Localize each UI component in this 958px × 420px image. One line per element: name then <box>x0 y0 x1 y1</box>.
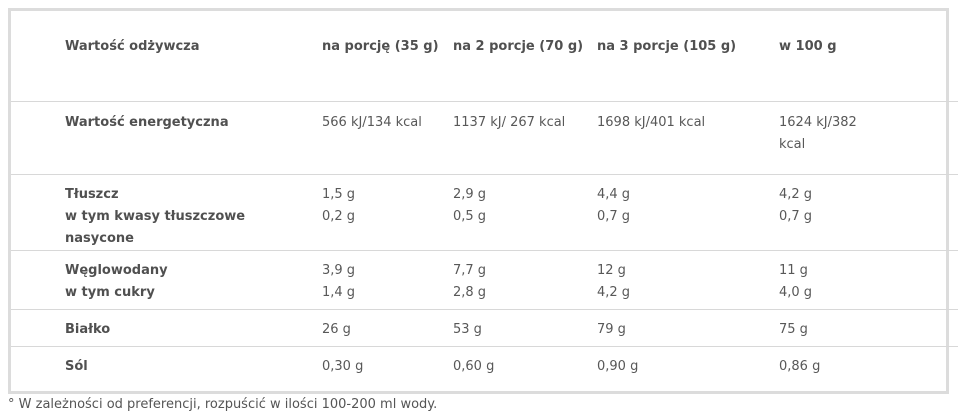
cell-value: 4,2 g <box>779 187 813 202</box>
cell-value: 4,4 g <box>597 187 631 202</box>
value-cell: 0,86 g <box>779 346 958 384</box>
nutrient-name: Sól <box>65 359 88 374</box>
value-cell: 4,4 g 0,7 g <box>597 174 779 251</box>
cell-value: 0,5 g <box>453 209 487 224</box>
cell-value: 11 g <box>779 263 808 278</box>
value-cell: 0,60 g <box>453 346 597 384</box>
cell-value: 0,60 g <box>453 359 495 374</box>
value-cell: 75 g <box>779 309 958 347</box>
table-row-salt: Sól 0,30 g 0,60 g 0,90 g 0,86 g <box>11 346 958 384</box>
cell-value: 1698 kJ/401 kcal <box>597 115 706 130</box>
row-label: Wartość energetyczna <box>11 101 322 175</box>
cell-value: 0,7 g <box>779 209 813 224</box>
cell-value: 0,90 g <box>597 359 639 374</box>
value-cell: 79 g <box>597 309 779 347</box>
cell-value: 566 kJ/134 kcal <box>322 115 422 130</box>
cell-value: 0,7 g <box>597 209 631 224</box>
value-cell: 0,30 g <box>322 346 453 384</box>
cell-value: 26 g <box>322 322 351 337</box>
value-cell: 4,2 g 0,7 g <box>779 174 958 251</box>
header-nutrient: Wartość odżywcza <box>65 39 200 54</box>
nutrient-name: Białko <box>65 322 111 337</box>
cell-value: 0,2 g <box>322 209 356 224</box>
cell-value: 1624 kJ/382 kcal <box>779 115 857 152</box>
value-cell: 2,9 g 0,5 g <box>453 174 597 251</box>
cell-value: 79 g <box>597 322 626 337</box>
cell-value: 2,9 g <box>453 187 487 202</box>
table-row-protein: Białko 26 g 53 g 79 g 75 g <box>11 309 958 347</box>
value-cell: 26 g <box>322 309 453 347</box>
nutrient-name: Tłuszcz <box>65 187 119 202</box>
value-cell: 1137 kJ/ 267 kcal <box>453 101 597 175</box>
value-cell: 12 g 4,2 g <box>597 250 779 310</box>
value-cell: 1624 kJ/382 kcal <box>779 101 958 175</box>
cell-value: 3,9 g <box>322 263 356 278</box>
nutrient-subname: w tym cukry <box>65 285 155 300</box>
row-label: Węglowodany w tym cukry <box>11 250 322 310</box>
cell-value: 1,4 g <box>322 285 356 300</box>
cell-value: 1137 kJ/ 267 kcal <box>453 115 566 130</box>
footnote: ° W zależności od preferencji, rozpuścić… <box>8 397 438 412</box>
header-per-portion: na porcję (35 g) <box>322 39 439 54</box>
value-cell: 0,90 g <box>597 346 779 384</box>
row-label: Sól <box>11 346 322 384</box>
value-cell: 3,9 g 1,4 g <box>322 250 453 310</box>
cell-value: 53 g <box>453 322 482 337</box>
table-row-fat: Tłuszcz w tym kwasy tłuszczowe nasycone … <box>11 174 958 251</box>
cell-value: 75 g <box>779 322 808 337</box>
value-cell: 53 g <box>453 309 597 347</box>
value-cell: 566 kJ/134 kcal <box>322 101 453 175</box>
nutrient-subname: w tym kwasy tłuszczowe nasycone <box>65 209 246 246</box>
nutrient-name: Wartość energetyczna <box>65 115 229 130</box>
cell-value: 2,8 g <box>453 285 487 300</box>
cell-value: 0,86 g <box>779 359 821 374</box>
nutrient-name: Węglowodany <box>65 263 168 278</box>
cell-value: 4,0 g <box>779 285 813 300</box>
header-per-2-portions: na 2 porcje (70 g) <box>453 39 584 54</box>
value-cell: 1698 kJ/401 kcal <box>597 101 779 175</box>
nutrition-table: Wartość odżywcza na porcję (35 g) na 2 p… <box>11 11 958 384</box>
cell-value: 12 g <box>597 263 626 278</box>
table-header-row: Wartość odżywcza na porcję (35 g) na 2 p… <box>11 11 958 102</box>
value-cell: 11 g 4,0 g <box>779 250 958 310</box>
header-per-3-portions: na 3 porcje (105 g) <box>597 39 737 54</box>
nutrition-table-frame: Wartość odżywcza na porcję (35 g) na 2 p… <box>8 8 958 394</box>
cell-value: 7,7 g <box>453 263 487 278</box>
table-row-carbohydrates: Węglowodany w tym cukry 3,9 g 1,4 g 7,7 … <box>11 250 958 310</box>
cell-value: 0,30 g <box>322 359 364 374</box>
header-per-100g: w 100 g <box>779 39 837 54</box>
value-cell: 7,7 g 2,8 g <box>453 250 597 310</box>
table-row-energy: Wartość energetyczna 566 kJ/134 kcal 113… <box>11 101 958 175</box>
cell-value: 4,2 g <box>597 285 631 300</box>
value-cell: 1,5 g 0,2 g <box>322 174 453 251</box>
row-label: Tłuszcz w tym kwasy tłuszczowe nasycone <box>11 174 322 251</box>
row-label: Białko <box>11 309 322 347</box>
cell-value: 1,5 g <box>322 187 356 202</box>
